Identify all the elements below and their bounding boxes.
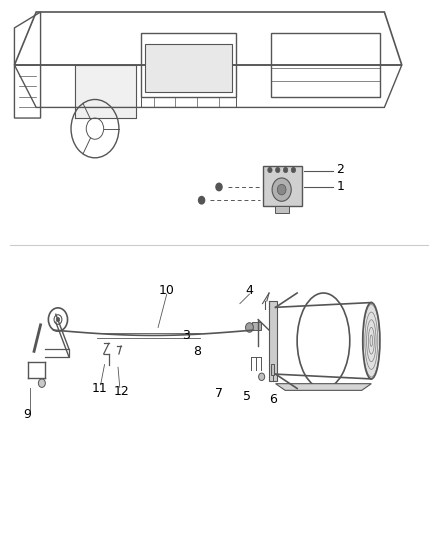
Bar	[262, 166, 302, 206]
Bar	[269, 301, 277, 381]
Ellipse shape	[363, 303, 380, 379]
Circle shape	[291, 167, 296, 173]
Bar	[145, 44, 232, 92]
Circle shape	[283, 167, 288, 173]
Circle shape	[198, 197, 205, 204]
Text: 5: 5	[243, 390, 251, 403]
Circle shape	[246, 322, 253, 332]
Circle shape	[277, 184, 286, 195]
Text: 8: 8	[193, 345, 201, 358]
Bar	[141, 33, 237, 97]
Circle shape	[39, 379, 46, 387]
Text: 12: 12	[113, 385, 129, 398]
Text: 7: 7	[215, 387, 223, 400]
Text: 3: 3	[182, 329, 190, 342]
Text: 2: 2	[336, 163, 344, 176]
Text: 9: 9	[24, 408, 32, 422]
Circle shape	[216, 183, 222, 191]
Bar	[271, 33, 380, 97]
Text: 10: 10	[159, 284, 175, 297]
Polygon shape	[75, 65, 136, 118]
Circle shape	[276, 167, 280, 173]
Text: 1: 1	[336, 181, 344, 193]
Circle shape	[258, 373, 265, 381]
Text: 11: 11	[92, 382, 107, 395]
Polygon shape	[276, 384, 371, 390]
Bar	[271, 364, 274, 375]
Circle shape	[56, 317, 60, 321]
Bar	[252, 322, 261, 330]
Bar	[275, 206, 289, 214]
Text: 6: 6	[269, 393, 277, 406]
Text: 4: 4	[246, 284, 254, 297]
Circle shape	[272, 178, 291, 201]
Bar	[141, 97, 237, 108]
Circle shape	[268, 167, 272, 173]
